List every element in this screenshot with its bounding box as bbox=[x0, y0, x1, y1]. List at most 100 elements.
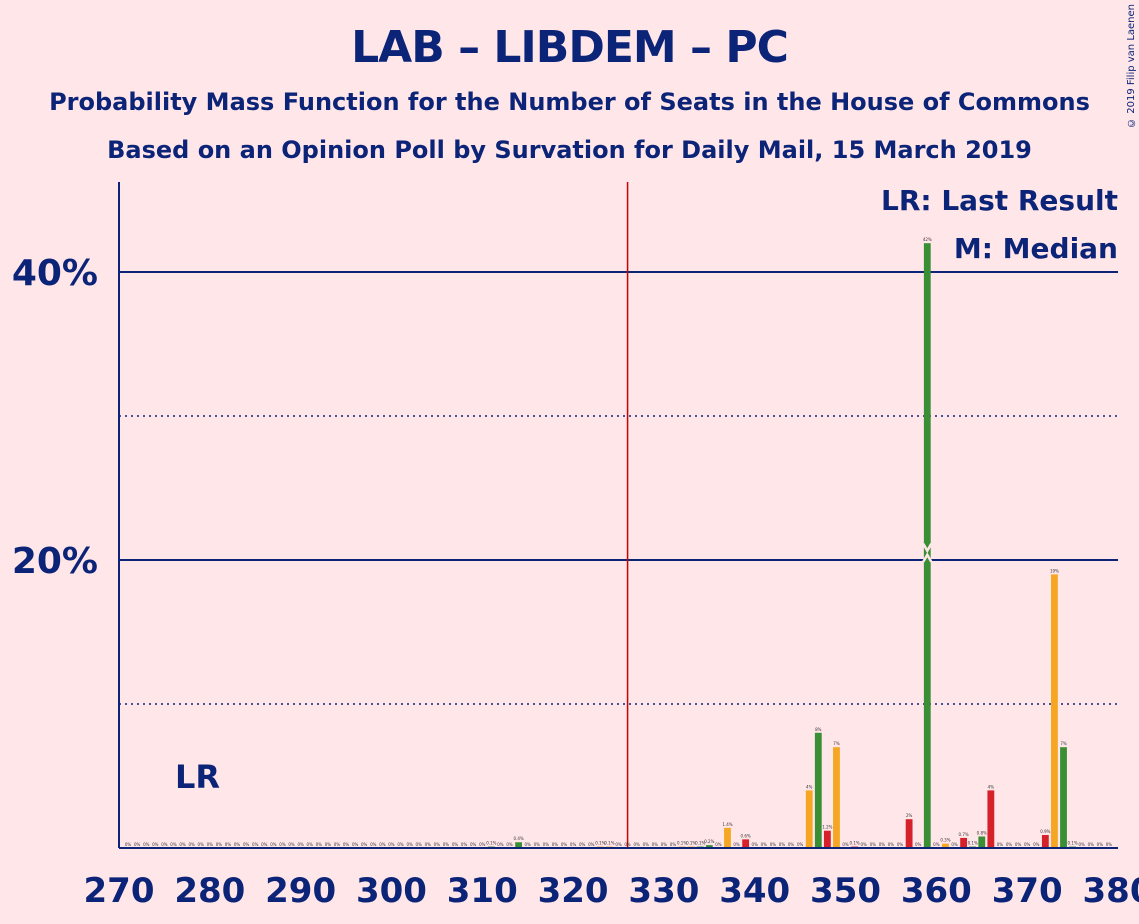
zero-label-seat-293: 0% bbox=[325, 842, 332, 847]
legend-median: M: Median bbox=[954, 232, 1118, 265]
zero-label-seat-304: 0% bbox=[425, 842, 432, 847]
zero-label-seat-331: 0% bbox=[670, 842, 677, 847]
zero-label-seat-286: 0% bbox=[261, 842, 268, 847]
zero-label-seat-290: 0% bbox=[297, 842, 304, 847]
bar-label-seat-373: 19% bbox=[1050, 568, 1059, 573]
bar-label-seat-366: 4% bbox=[988, 784, 995, 789]
bar-seat-349 bbox=[833, 747, 840, 848]
bar-label-seat-357: 2% bbox=[906, 813, 913, 818]
x-tick-label: 290 bbox=[265, 871, 336, 911]
zero-label-seat-320: 0% bbox=[570, 842, 577, 847]
bar-seat-363 bbox=[960, 837, 968, 848]
zero-label-seat-370: 0% bbox=[1024, 842, 1031, 847]
zero-label-seat-300: 0% bbox=[388, 842, 395, 847]
zero-label-seat-298: 0% bbox=[370, 842, 377, 847]
bar-seat-359 bbox=[923, 243, 931, 848]
bar-seat-373 bbox=[1051, 574, 1058, 848]
zero-label-seat-371: 0% bbox=[1033, 842, 1040, 847]
zero-label-seat-353: 0% bbox=[870, 842, 877, 847]
bar-seat-348 bbox=[823, 830, 831, 848]
x-axis: 270 280 290 300 310 320 330 340 350 360 370 380 bbox=[84, 847, 1139, 911]
y-axis: 20% 40% bbox=[12, 182, 120, 848]
median-marker bbox=[922, 543, 933, 563]
zero-label-seat-355: 0% bbox=[888, 842, 895, 847]
bar-seat-357 bbox=[905, 819, 913, 848]
bar-seat-346 bbox=[805, 790, 813, 848]
zero-label-seat-306: 0% bbox=[443, 842, 450, 847]
zero-label-seat-336: 0% bbox=[715, 842, 722, 847]
x-tick-label: 320 bbox=[538, 871, 609, 911]
bar-label-seat-374: 7% bbox=[1060, 741, 1067, 746]
zero-label-seat-340: 0% bbox=[752, 842, 759, 847]
zero-label-seat-327: 0% bbox=[633, 842, 640, 847]
x-tick-label: 330 bbox=[628, 871, 699, 911]
zero-label-seat-330: 0% bbox=[661, 842, 668, 847]
zero-label-seat-322: 0% bbox=[588, 842, 595, 847]
zero-label-seat-284: 0% bbox=[243, 842, 250, 847]
bar-seat-361 bbox=[942, 843, 949, 848]
zero-label-seat-367: 0% bbox=[997, 842, 1004, 847]
zero-label-seat-378: 0% bbox=[1097, 842, 1104, 847]
zero-label-seat-326: 0% bbox=[624, 842, 631, 847]
bar-seat-372 bbox=[1041, 835, 1049, 848]
zero-label-seat-271: 0% bbox=[125, 842, 132, 847]
x-tick-label: 310 bbox=[447, 871, 518, 911]
zero-label-seat-309: 0% bbox=[470, 842, 477, 847]
zero-label-seat-296: 0% bbox=[352, 842, 359, 847]
bar-label-seat-335: 0.2% bbox=[704, 839, 714, 844]
bar-seat-347 bbox=[814, 732, 822, 848]
zero-label-seat-360: 0% bbox=[933, 842, 940, 847]
zero-label-seat-352: 0% bbox=[861, 842, 868, 847]
zero-label-seat-362: 0% bbox=[951, 842, 958, 847]
zero-label-seat-288: 0% bbox=[279, 842, 286, 847]
bar-label-seat-363: 0.7% bbox=[959, 832, 969, 837]
bar-label-seat-337: 1.4% bbox=[722, 822, 732, 827]
chart-title: LAB – LIBDEM – PC bbox=[351, 22, 789, 73]
zero-label-seat-308: 0% bbox=[461, 842, 468, 847]
y-tick-label: 20% bbox=[12, 541, 98, 582]
bar-label-seat-351: 0.1% bbox=[850, 841, 860, 846]
bar-seat-335 bbox=[705, 845, 713, 848]
chart-subtitle: Probability Mass Function for the Number… bbox=[49, 88, 1090, 116]
zero-label-seat-299: 0% bbox=[379, 842, 386, 847]
zero-label-seat-289: 0% bbox=[288, 842, 295, 847]
zero-label-seat-342: 0% bbox=[770, 842, 777, 847]
zero-label-seat-297: 0% bbox=[361, 842, 368, 847]
zero-label-seat-281: 0% bbox=[216, 842, 223, 847]
x-tick-label: 380 bbox=[1083, 871, 1139, 911]
zero-label-seat-312: 0% bbox=[497, 842, 504, 847]
bar-label-seat-375: 0.1% bbox=[1068, 841, 1078, 846]
zero-label-seat-279: 0% bbox=[198, 842, 205, 847]
bar-seat-339 bbox=[742, 839, 750, 848]
zero-label-seat-358: 0% bbox=[915, 842, 922, 847]
zero-label-seat-294: 0% bbox=[334, 842, 341, 847]
zero-label-seat-292: 0% bbox=[316, 842, 323, 847]
bar-label-seat-348: 1.2% bbox=[822, 825, 832, 830]
zero-label-seat-356: 0% bbox=[897, 842, 904, 847]
zero-label-seat-325: 0% bbox=[615, 842, 622, 847]
zero-label-seat-379: 0% bbox=[1106, 842, 1113, 847]
bar-label-seat-323: 0.1% bbox=[595, 841, 605, 846]
bar-label-seat-349: 7% bbox=[833, 741, 840, 746]
zero-label-seat-315: 0% bbox=[525, 842, 532, 847]
zero-label-seat-338: 0% bbox=[733, 842, 740, 847]
bar-seat-337 bbox=[724, 827, 731, 848]
zero-label-seat-282: 0% bbox=[225, 842, 232, 847]
bar-label-seat-333: 0.1% bbox=[686, 841, 696, 846]
chart-subtitle-source: Based on an Opinion Poll by Survation fo… bbox=[107, 136, 1032, 164]
zero-label-seat-318: 0% bbox=[552, 842, 559, 847]
x-tick-label: 280 bbox=[174, 871, 245, 911]
zero-label-seat-341: 0% bbox=[761, 842, 768, 847]
zero-label-seat-302: 0% bbox=[406, 842, 413, 847]
x-tick-label: 340 bbox=[719, 871, 790, 911]
bar-label-seat-361: 0.3% bbox=[940, 838, 950, 843]
legend-last-result: LR: Last Result bbox=[881, 184, 1118, 217]
bar-label-seat-334: 0.1% bbox=[695, 841, 705, 846]
bar-seat-365 bbox=[978, 836, 986, 848]
zero-label-seat-329: 0% bbox=[652, 842, 659, 847]
zero-label-seat-345: 0% bbox=[797, 842, 804, 847]
zero-label-seat-301: 0% bbox=[397, 842, 404, 847]
gridlines bbox=[119, 182, 1118, 848]
zero-label-seat-275: 0% bbox=[161, 842, 168, 847]
